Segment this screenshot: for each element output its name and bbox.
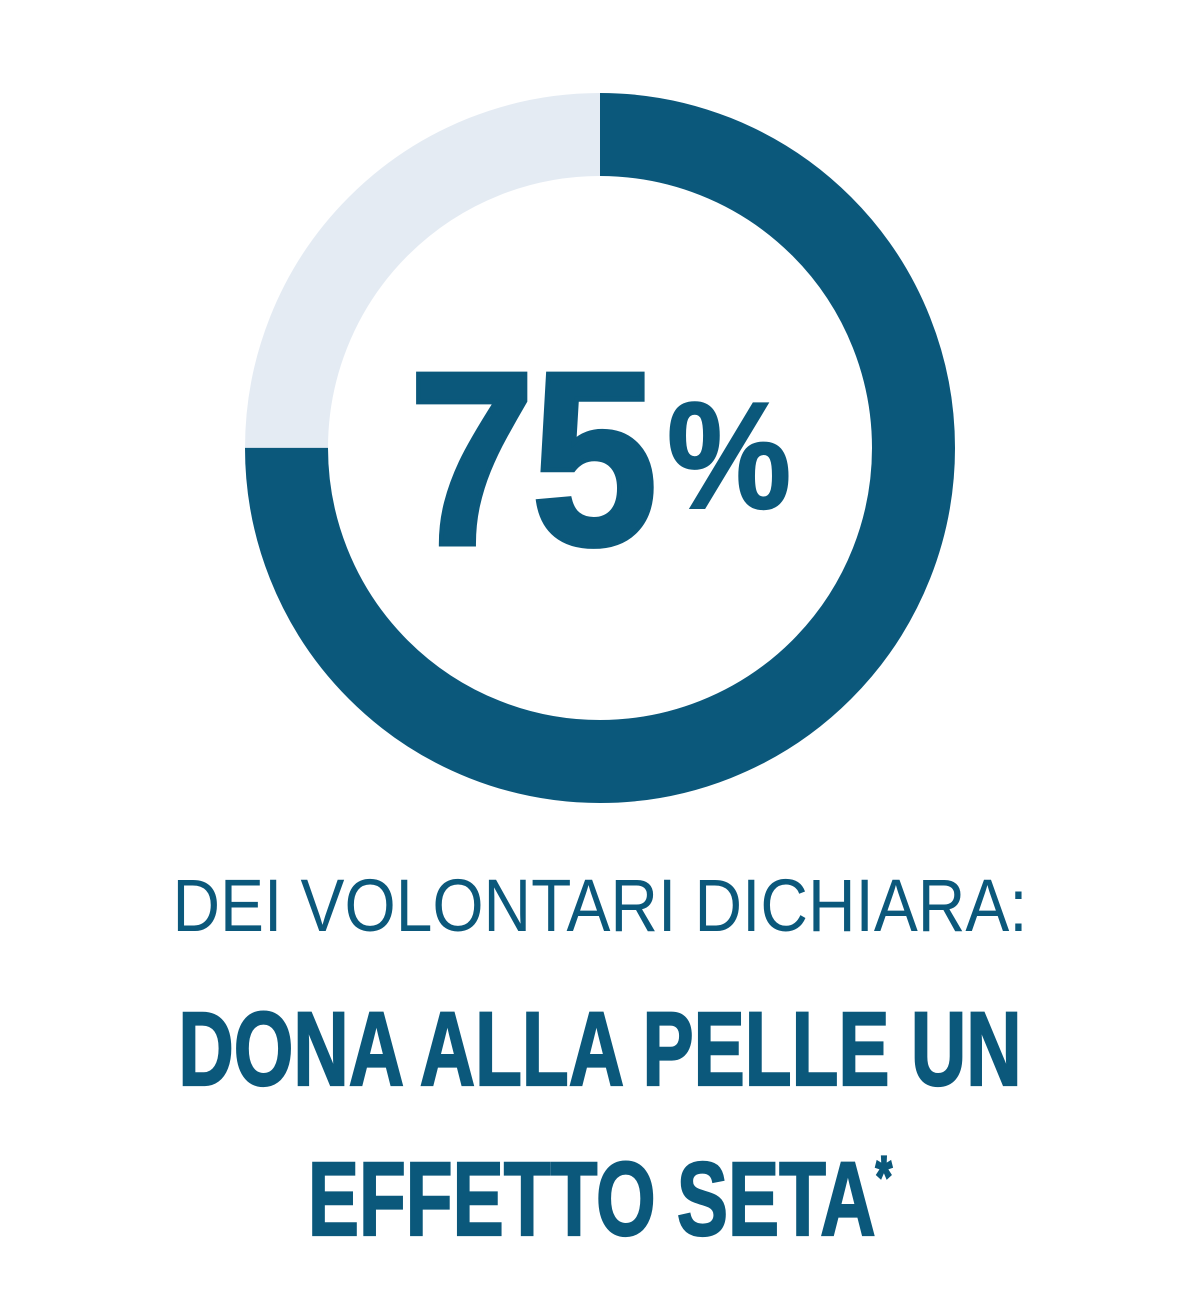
percentage-value: 75 <box>406 320 660 597</box>
donut-center-label: 75% <box>245 93 955 803</box>
footnote-asterisk: * <box>875 1144 893 1211</box>
claim-line-2: EFFETTO SETA* <box>162 1114 1038 1264</box>
percent-sign: % <box>666 370 792 541</box>
claim-line-1: DONA ALLA PELLE UN <box>178 990 1023 1109</box>
donut-value-arc <box>245 93 955 803</box>
claim-text: DONA ALLA PELLE UN EFFETTO SETA* <box>162 986 1038 1264</box>
caption-intro: DEI VOLONTARI DICHIARA: <box>172 864 1028 947</box>
donut-svg <box>245 93 955 803</box>
donut-chart: 75% <box>245 93 955 803</box>
claim-line-2-text: EFFETTO SETA <box>307 1140 876 1259</box>
donut-center-text: 75% <box>406 333 792 585</box>
